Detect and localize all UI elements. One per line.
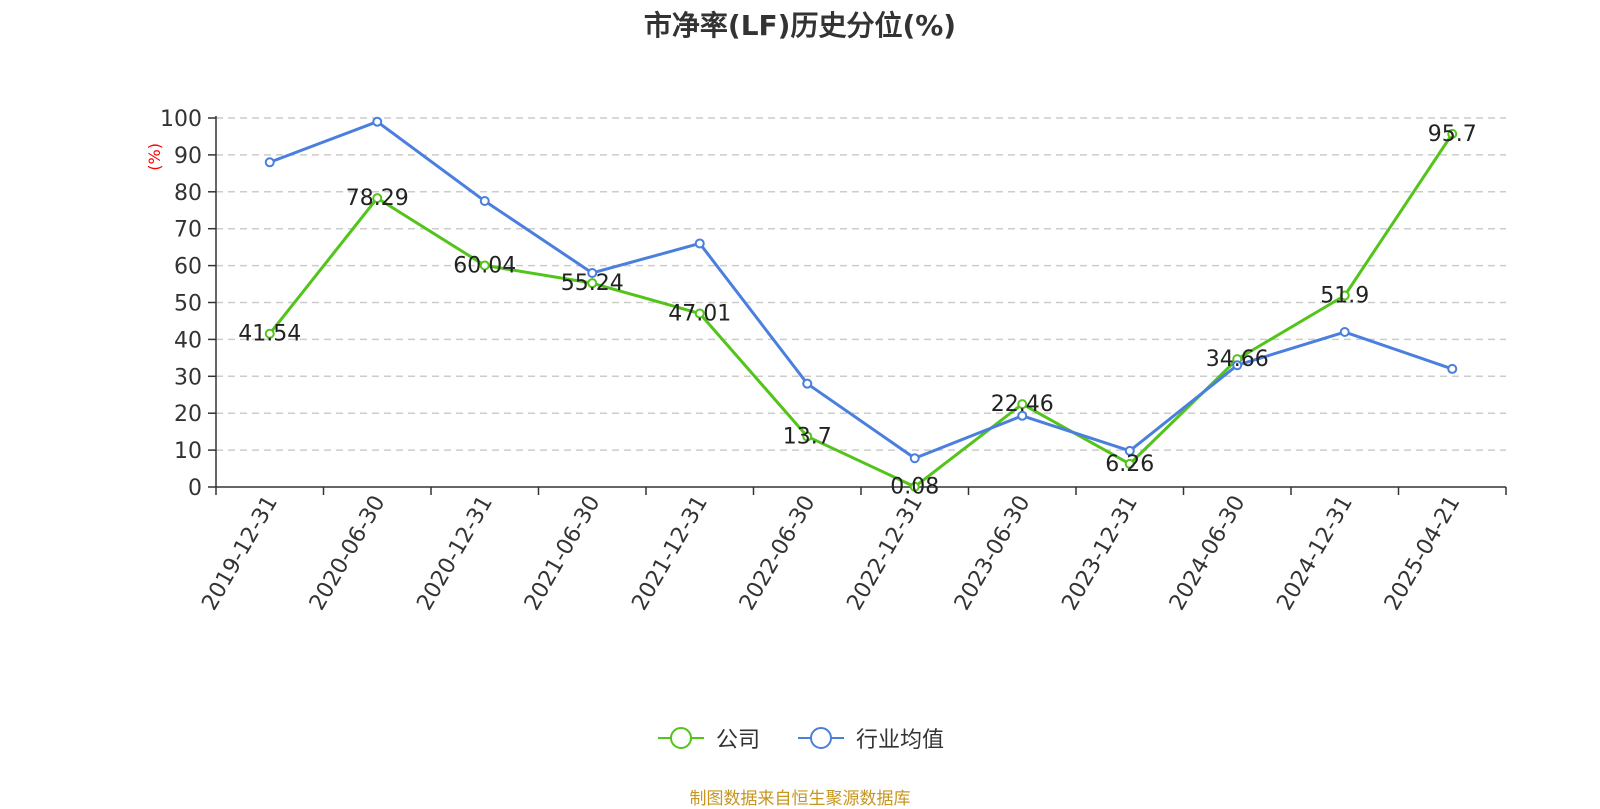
source-note: 制图数据来自恒生聚源数据库 bbox=[689, 789, 911, 809]
data-point-0 bbox=[694, 308, 705, 319]
x-tick-label: 2023-06-30 bbox=[950, 492, 1036, 615]
y-axis-label: (%) bbox=[145, 143, 164, 171]
data-point-1 bbox=[372, 116, 383, 127]
x-tick-label: 2020-06-30 bbox=[305, 492, 391, 615]
y-tick-label: 80 bbox=[174, 181, 202, 206]
y-tick-label: 40 bbox=[174, 328, 202, 353]
data-label: 41.54 bbox=[238, 322, 301, 347]
data-label: 47.01 bbox=[668, 302, 731, 327]
y-tick-label: 70 bbox=[174, 218, 202, 243]
data-label: 51.9 bbox=[1320, 283, 1369, 308]
x-tick-label: 2021-06-30 bbox=[520, 492, 606, 615]
data-label: 6.26 bbox=[1105, 452, 1154, 477]
series-lines bbox=[264, 116, 1458, 492]
legend-label-industry: 行业均值 bbox=[856, 728, 945, 753]
y-tick-label: 90 bbox=[174, 144, 202, 169]
data-point-1 bbox=[1124, 445, 1135, 456]
legend-swatch-industry bbox=[798, 727, 844, 749]
data-point-1 bbox=[694, 238, 705, 249]
x-tick-label: 2021-12-31 bbox=[627, 492, 713, 615]
x-tick-label: 2020-12-31 bbox=[412, 492, 498, 615]
legend-item-industry[interactable]: 行业均值 bbox=[796, 722, 944, 754]
data-point-0 bbox=[1447, 128, 1458, 139]
y-tick-label: 0 bbox=[188, 476, 202, 501]
data-label: 34.66 bbox=[1206, 347, 1269, 372]
x-tick-label: 2025-04-21 bbox=[1380, 492, 1466, 615]
data-point-1 bbox=[1232, 360, 1243, 371]
data-label: 55.24 bbox=[561, 271, 624, 296]
y-tick-label: 20 bbox=[174, 402, 202, 427]
y-tick-label: 10 bbox=[174, 439, 202, 464]
series-line-1 bbox=[269, 120, 1453, 460]
legend-item-company[interactable]: 公司 bbox=[656, 722, 760, 754]
x-tick-label: 2022-12-31 bbox=[842, 492, 928, 615]
legend: 公司 行业均值 bbox=[0, 722, 1600, 754]
data-label: 78.29 bbox=[346, 186, 409, 211]
legend-label-company: 公司 bbox=[715, 728, 760, 753]
data-point-1 bbox=[587, 267, 598, 278]
data-point-1 bbox=[479, 196, 490, 207]
x-tick-label: 2024-06-30 bbox=[1165, 492, 1251, 615]
data-point-0 bbox=[1124, 458, 1135, 469]
data-point-1 bbox=[1017, 410, 1028, 421]
data-point-0 bbox=[587, 278, 598, 289]
data-point-1 bbox=[802, 378, 813, 389]
data-label: 13.7 bbox=[783, 424, 832, 449]
x-tick-label: 2024-12-31 bbox=[1272, 492, 1358, 615]
data-point-1 bbox=[1339, 327, 1350, 338]
series-line-0 bbox=[268, 133, 1454, 489]
chart-title: 市净率(LF)历史分位(%) bbox=[643, 9, 957, 42]
y-tick-label: 100 bbox=[160, 107, 202, 132]
data-label: 95.7 bbox=[1428, 122, 1477, 147]
data-point-1 bbox=[909, 453, 920, 464]
data-labels: 41.54 78.29 60.04 55.24 47.01 13.7 0.08 22.46 6.… bbox=[238, 122, 1476, 500]
data-point-0 bbox=[802, 431, 813, 442]
data-point-0 bbox=[909, 481, 920, 492]
y-tick-label: 50 bbox=[174, 292, 202, 317]
data-label: 0.08 bbox=[890, 475, 939, 500]
data-point-1 bbox=[264, 157, 275, 168]
data-point-0 bbox=[372, 193, 383, 204]
data-point-0 bbox=[1017, 399, 1028, 410]
x-tick-label: 2023-12-31 bbox=[1057, 492, 1143, 615]
data-point-0 bbox=[264, 328, 275, 339]
grid-lines bbox=[216, 117, 1506, 451]
data-label: 60.04 bbox=[453, 253, 516, 278]
data-point-1 bbox=[1447, 363, 1458, 374]
legend-swatch-company bbox=[657, 727, 704, 749]
y-tick-label: 30 bbox=[174, 365, 202, 390]
data-point-0 bbox=[1339, 290, 1350, 301]
data-point-0 bbox=[479, 260, 490, 271]
y-tick-label: 60 bbox=[174, 255, 202, 280]
axes: 0 10 20 30 40 50 60 70 80 90 100 (%) 2019-12-31 2020-… bbox=[145, 107, 1507, 615]
x-tick-label: 2022-06-30 bbox=[735, 492, 821, 615]
x-tick-label: 2019-12-31 bbox=[197, 492, 283, 615]
data-label: 22.46 bbox=[991, 392, 1054, 417]
